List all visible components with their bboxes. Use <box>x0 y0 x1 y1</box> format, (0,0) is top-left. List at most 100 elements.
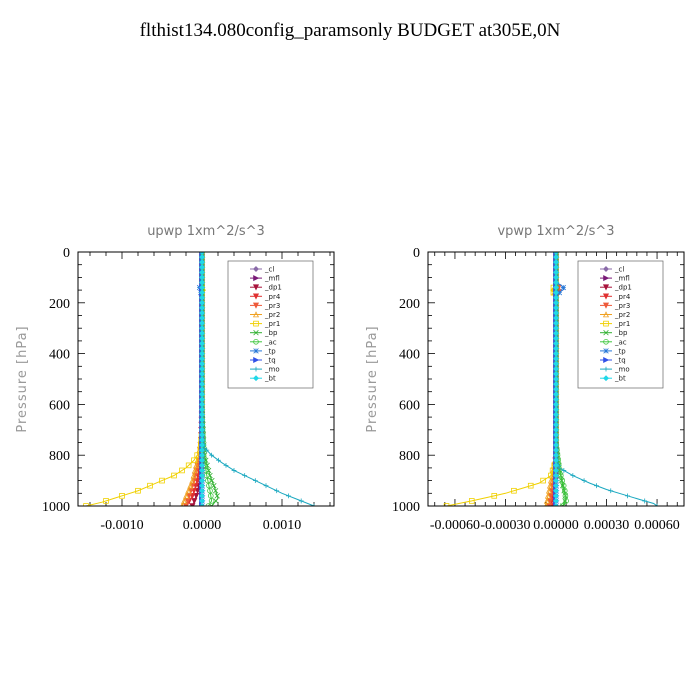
data-point <box>603 338 609 345</box>
y-axis-label: Pressure [hPa] <box>15 325 30 432</box>
data-point <box>561 468 567 473</box>
data-point <box>547 477 554 484</box>
data-point <box>189 503 196 506</box>
data-point <box>253 275 260 282</box>
legend-label: _mfl <box>614 275 630 283</box>
data-point <box>570 473 576 478</box>
series-group <box>443 252 660 506</box>
data-point <box>642 498 648 504</box>
data-point <box>286 493 291 499</box>
panel-upwp: upwp 1xm^2/s^3 Pressure [hPa] 0 200 400 600 80… <box>15 224 335 533</box>
legend-label: _pr2 <box>264 311 280 319</box>
data-point <box>193 493 200 500</box>
figure-title: flthist134.080config_paramsonly BUDGET a… <box>139 20 561 41</box>
data-point <box>602 311 610 318</box>
legend-label: _mo <box>614 366 630 374</box>
data-point <box>527 482 534 489</box>
data-point <box>654 503 660 506</box>
y-tick-label: 600 <box>399 398 420 413</box>
data-point <box>563 498 569 504</box>
data-point <box>545 487 552 494</box>
data-point <box>252 311 260 318</box>
legend-box <box>577 260 664 389</box>
data-point <box>171 472 177 479</box>
data-point <box>147 482 153 489</box>
legend-label: _tp <box>264 347 276 355</box>
legend-label: _pr2 <box>614 311 630 319</box>
data-point <box>199 503 205 506</box>
legend-label: _pr4 <box>614 293 631 301</box>
data-point <box>193 462 200 469</box>
legend-label: _tq <box>614 357 626 365</box>
data-point <box>602 284 610 291</box>
data-point <box>181 497 188 504</box>
data-point <box>253 356 260 364</box>
x-tick-label: -0.0010 <box>100 518 143 533</box>
data-point <box>559 477 566 484</box>
legend-label: _tp <box>614 347 626 355</box>
legend-label: _cl <box>264 266 274 274</box>
y-axis-label: Pressure [hPa] <box>365 325 380 432</box>
data-point <box>603 266 609 272</box>
data-point <box>274 488 280 494</box>
legend-label: _cl <box>614 266 624 274</box>
data-point <box>231 468 237 473</box>
data-point <box>553 503 559 506</box>
data-point <box>560 482 567 489</box>
data-point <box>189 477 196 484</box>
data-point <box>253 366 259 372</box>
data-point <box>443 503 450 506</box>
axes-frame <box>427 251 685 507</box>
data-point <box>223 462 229 468</box>
data-point <box>253 266 259 272</box>
data-point <box>209 477 215 484</box>
data-point <box>183 492 190 499</box>
data-point <box>546 482 553 489</box>
y-tick-label: 400 <box>49 348 70 363</box>
data-point <box>602 293 610 300</box>
data-point <box>253 348 259 354</box>
legend-label: _bt <box>264 375 276 383</box>
data-point <box>468 498 475 504</box>
data-point <box>603 366 609 372</box>
data-point <box>191 467 199 474</box>
data-point <box>602 302 610 309</box>
data-point <box>562 498 568 504</box>
data-point <box>603 375 609 382</box>
data-point <box>212 488 219 494</box>
data-point <box>159 477 165 484</box>
data-point <box>204 447 210 453</box>
data-point <box>242 473 248 478</box>
y-tick-label: 1000 <box>392 500 420 515</box>
data-point <box>103 498 109 504</box>
data-point <box>252 302 260 309</box>
data-point <box>556 289 563 296</box>
panel-title: vpwp 1xm^2/s^3 <box>497 224 614 239</box>
data-point <box>625 493 630 499</box>
legend-label: _pr4 <box>264 293 281 301</box>
y-tick-label: 800 <box>399 449 420 464</box>
data-point <box>252 478 258 483</box>
legend-label: _pr1 <box>614 320 630 328</box>
data-point <box>253 338 259 345</box>
data-point <box>191 457 197 464</box>
legend-label: _dp1 <box>264 284 282 292</box>
x-tick-label: 0.0000 <box>183 518 222 533</box>
legend-label: _pr3 <box>614 302 630 310</box>
data-point <box>603 330 609 336</box>
x-tick-label: -0.00030 <box>480 518 530 533</box>
panel-vpwp: vpwp 1xm^2/s^3 Pressure [hPa] 0 200 400 600 80… <box>365 224 685 533</box>
data-point <box>581 478 587 483</box>
data-point <box>603 320 609 327</box>
x-tick-label: -0.00060 <box>430 518 480 533</box>
y-tick-label: 200 <box>399 297 420 312</box>
legend-label: _ac <box>264 338 277 346</box>
legend-box <box>227 260 314 389</box>
data-point <box>216 457 221 463</box>
data-point <box>205 503 212 506</box>
y-tick-label: 0 <box>413 246 420 261</box>
data-point <box>603 356 610 364</box>
data-point <box>559 503 566 506</box>
data-point <box>544 492 551 499</box>
data-point <box>540 477 546 484</box>
